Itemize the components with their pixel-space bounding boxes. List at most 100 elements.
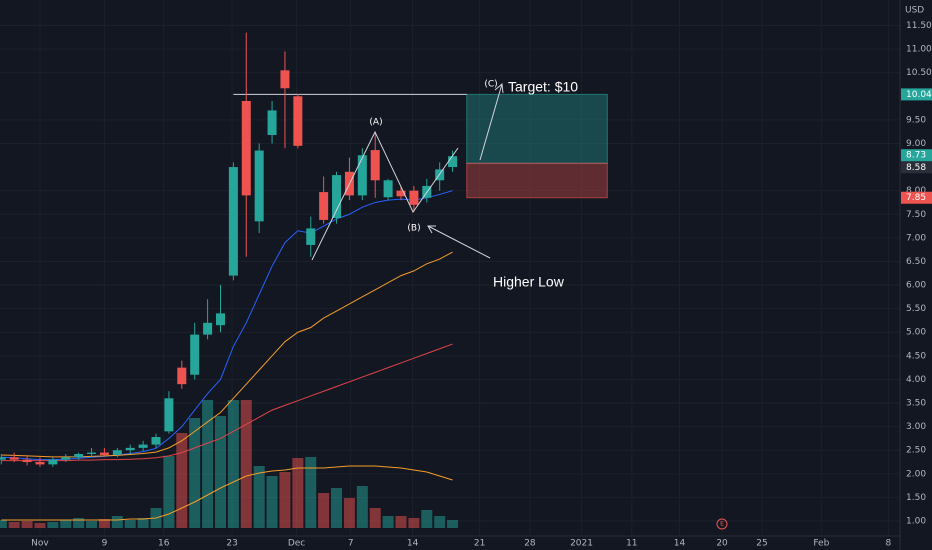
volume-bar bbox=[253, 466, 265, 528]
wave-a-label: (A) bbox=[369, 118, 382, 128]
volume-bar bbox=[163, 456, 175, 528]
x-tick-label: 25 bbox=[756, 539, 767, 549]
wave-c-label: (C) bbox=[484, 80, 497, 90]
earnings-marker-label: E bbox=[720, 521, 724, 528]
volume-ma-line bbox=[1, 465, 453, 521]
y-tick-label: 6.00 bbox=[906, 281, 926, 291]
y-tick-label: 7.00 bbox=[906, 233, 926, 243]
volume-bar bbox=[240, 400, 252, 528]
y-tick-label: 2.50 bbox=[906, 446, 926, 456]
candle-body bbox=[151, 437, 161, 445]
candle-body bbox=[99, 452, 109, 455]
volume-bar bbox=[137, 518, 149, 528]
candle-body bbox=[87, 452, 97, 455]
candle-body bbox=[215, 313, 225, 326]
candle-body bbox=[267, 110, 277, 135]
y-tick-label: 10.50 bbox=[906, 68, 932, 78]
candle-body bbox=[241, 100, 251, 196]
x-tick-label: 8 bbox=[886, 539, 892, 549]
x-tick-label: 14 bbox=[674, 539, 686, 549]
y-tick-label: 1.50 bbox=[906, 493, 926, 503]
volume-bar bbox=[292, 458, 304, 528]
volume-bar bbox=[331, 488, 343, 528]
x-tick-label: 2021 bbox=[570, 539, 593, 549]
x-tick-label: Dec bbox=[288, 539, 305, 549]
volume-bar bbox=[189, 418, 201, 528]
volume-bar bbox=[73, 518, 85, 528]
candle-body bbox=[74, 454, 84, 458]
loss-zone bbox=[466, 162, 608, 199]
drawings bbox=[311, 83, 504, 261]
candle-body bbox=[35, 462, 45, 465]
x-tick-label: Feb bbox=[813, 539, 829, 549]
volume-bar bbox=[0, 520, 7, 528]
candle-body bbox=[357, 155, 367, 196]
candle-body bbox=[383, 180, 393, 198]
y-tick-label: 5.50 bbox=[906, 304, 926, 314]
candle-body bbox=[203, 322, 213, 335]
volume-bar bbox=[434, 516, 446, 528]
x-tick-label: 28 bbox=[524, 539, 536, 549]
y-tick-label: 8.00 bbox=[906, 186, 926, 196]
candle-body bbox=[48, 459, 58, 465]
last-price-label-bg bbox=[901, 149, 932, 162]
volume-bar bbox=[47, 522, 59, 528]
higher-low-arrow bbox=[427, 225, 491, 259]
y-tick-label: 9.50 bbox=[906, 115, 926, 125]
y-tick-label: 7.50 bbox=[906, 210, 926, 220]
candle-body bbox=[61, 457, 71, 460]
volume-bar bbox=[124, 520, 136, 528]
x-tick-label: 16 bbox=[158, 539, 170, 549]
x-tick-label: 23 bbox=[226, 539, 237, 549]
y-tick-label: 4.00 bbox=[906, 375, 926, 385]
last-price-label: 8.73 bbox=[906, 151, 926, 161]
target-label: Target: $10 bbox=[508, 79, 578, 95]
candle-body bbox=[190, 334, 200, 375]
y-tick-label: 1.00 bbox=[906, 517, 926, 527]
x-tick-label: 7 bbox=[348, 539, 354, 549]
volume-bar bbox=[395, 516, 407, 528]
y-tick-label: 2.00 bbox=[906, 469, 926, 479]
x-tick-label: 14 bbox=[407, 539, 419, 549]
volume-bar bbox=[98, 519, 110, 528]
stop-price-label: 7.85 bbox=[906, 193, 926, 203]
volume-pane bbox=[0, 400, 459, 528]
volume-bar bbox=[279, 472, 291, 528]
candle-body bbox=[319, 192, 329, 220]
volume-bar bbox=[86, 521, 98, 528]
candle-body bbox=[164, 398, 174, 432]
higher-low-arrow-head bbox=[427, 225, 436, 234]
candle-body bbox=[370, 150, 380, 181]
candle-body bbox=[125, 447, 135, 451]
volume-bar bbox=[369, 508, 381, 528]
volume-bar bbox=[214, 416, 226, 528]
volume-bar bbox=[318, 493, 330, 528]
entry-price-label-bg bbox=[901, 161, 932, 174]
candle-body bbox=[9, 457, 19, 460]
volume-bar bbox=[356, 486, 368, 528]
volume-bar bbox=[382, 516, 394, 528]
volume-bar bbox=[34, 523, 46, 528]
volume-bar bbox=[21, 521, 33, 528]
volume-bar bbox=[408, 518, 420, 528]
y-tick-label: 9.00 bbox=[906, 139, 926, 149]
candle-body bbox=[293, 96, 303, 146]
position-box bbox=[233, 93, 608, 199]
stop-price-label-bg bbox=[901, 191, 932, 204]
target-price-label-bg bbox=[901, 88, 932, 101]
x-tick-label: Nov bbox=[31, 539, 49, 549]
candle-body bbox=[228, 167, 238, 276]
volume-bar bbox=[421, 510, 433, 528]
candle-body bbox=[306, 228, 316, 245]
candle-body bbox=[332, 175, 342, 219]
volume-bar bbox=[447, 520, 459, 528]
volume-bar bbox=[305, 457, 317, 528]
candle-body bbox=[280, 70, 290, 89]
candle-body bbox=[448, 156, 458, 168]
x-tick-label: 21 bbox=[474, 539, 485, 549]
volume-bar bbox=[111, 516, 123, 528]
candle-body bbox=[112, 450, 122, 455]
earnings-marker bbox=[716, 518, 728, 530]
volume-bar bbox=[60, 520, 72, 528]
